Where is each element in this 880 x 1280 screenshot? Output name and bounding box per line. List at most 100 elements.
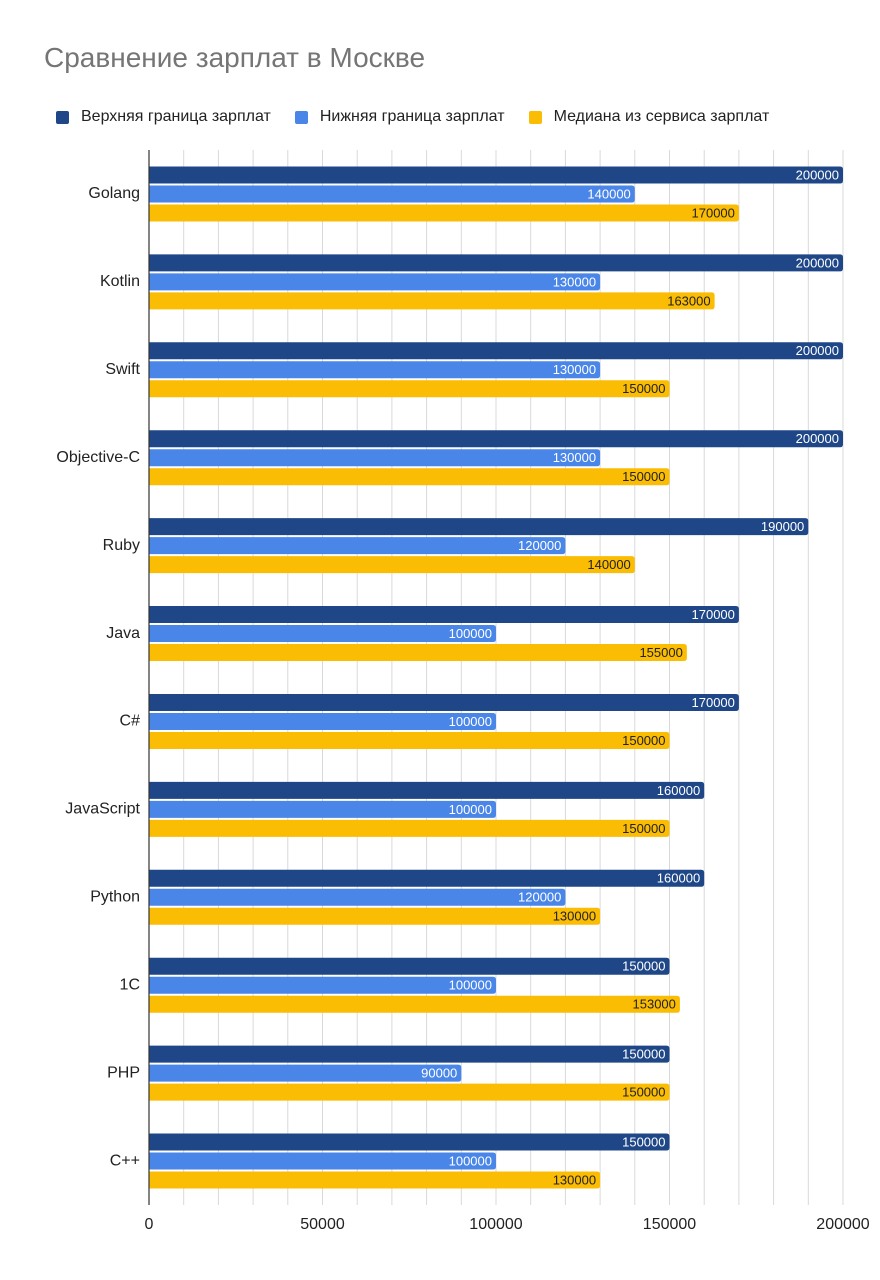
category-label: C# — [120, 713, 141, 730]
data-label: 150000 — [622, 1134, 665, 1149]
gridlines — [183, 150, 844, 1205]
data-label: 130000 — [553, 909, 596, 924]
data-label: 153000 — [633, 997, 676, 1012]
bar — [149, 907, 601, 925]
legend-label-median: Медиана из сервиса зарплат — [553, 108, 770, 125]
data-label: 190000 — [761, 519, 804, 534]
data-label: 150000 — [622, 381, 665, 396]
category-label: Swift — [105, 361, 140, 378]
data-label: 90000 — [421, 1066, 457, 1081]
bar — [149, 292, 715, 310]
data-label: 170000 — [692, 695, 735, 710]
category-label: Python — [90, 889, 140, 906]
category-label: Golang — [88, 185, 140, 202]
legend-label-upper: Верхняя граница зарплат — [81, 108, 271, 125]
data-label: 170000 — [692, 205, 735, 220]
bar — [149, 800, 496, 818]
bar — [149, 273, 601, 291]
bar — [149, 204, 739, 222]
bar-group-swift: Swift 200000 130000 150000 — [105, 342, 843, 398]
bar — [149, 361, 601, 379]
bar — [149, 185, 635, 203]
data-label: 130000 — [553, 362, 596, 377]
bar — [149, 166, 843, 184]
bar — [149, 957, 670, 975]
bar-group-java: Java 170000 100000 155000 — [106, 606, 739, 662]
bar-group-kotlin: Kotlin 200000 130000 163000 — [100, 254, 843, 310]
bar — [149, 976, 496, 994]
bar — [149, 1064, 462, 1082]
bar — [149, 342, 843, 360]
data-label: 150000 — [622, 821, 665, 836]
legend-item-upper[interactable]: Верхняя граница зарплат — [56, 108, 271, 126]
bar — [149, 1045, 670, 1063]
bar — [149, 819, 670, 837]
chart-legend: Верхняя граница зарплат Нижняя граница з… — [56, 106, 793, 128]
bar — [149, 254, 843, 272]
bar — [149, 537, 566, 555]
category-label: 1C — [120, 976, 140, 993]
bar — [149, 693, 739, 711]
legend-label-lower: Нижняя граница зарплат — [319, 108, 505, 125]
data-label: 100000 — [449, 1153, 492, 1168]
category-label: C++ — [110, 1152, 140, 1169]
bar — [149, 625, 496, 643]
bar-group-javascript: JavaScript 160000 100000 150000 — [65, 781, 705, 837]
data-label: 100000 — [449, 714, 492, 729]
bar — [149, 731, 670, 749]
data-label: 130000 — [553, 274, 596, 289]
data-label: 150000 — [622, 733, 665, 748]
bar-group-golang: Golang 200000 140000 170000 — [88, 166, 843, 222]
legend-swatch-median — [528, 110, 542, 124]
category-label: Kotlin — [100, 273, 140, 290]
chart-title: Сравнение зарплат в Москве — [44, 42, 426, 73]
data-label: 200000 — [796, 343, 839, 358]
data-label: 160000 — [657, 871, 700, 886]
bar — [149, 556, 635, 574]
bar — [149, 518, 809, 536]
data-label: 130000 — [553, 1172, 596, 1187]
bar — [149, 606, 739, 624]
category-label: Objective-C — [56, 449, 140, 466]
bar-group-1c: 1C 150000 100000 153000 — [120, 957, 680, 1013]
x-tick-label: 150000 — [643, 1216, 696, 1233]
x-tick-label: 0 — [145, 1216, 154, 1233]
bar-groups: Golang 200000 140000 170000 Kotlin 200000 1300… — [56, 166, 843, 1189]
bar — [149, 644, 687, 662]
data-label: 200000 — [796, 167, 839, 182]
bar — [149, 1152, 496, 1170]
bar-group-objective-c: Objective-C 200000 130000 150000 — [56, 430, 843, 486]
data-label: 200000 — [796, 431, 839, 446]
bar — [149, 430, 843, 448]
bar — [149, 888, 566, 906]
data-label: 140000 — [587, 186, 630, 201]
x-tick-label: 50000 — [300, 1216, 345, 1233]
bar — [149, 1133, 670, 1151]
bar — [149, 781, 705, 799]
data-label: 200000 — [796, 255, 839, 270]
data-label: 130000 — [553, 450, 596, 465]
data-label: 170000 — [692, 607, 735, 622]
bar — [149, 449, 601, 467]
legend-item-median[interactable]: Медиана из сервиса зарплат — [528, 108, 770, 126]
bar — [149, 712, 496, 730]
category-label: Java — [106, 625, 140, 642]
category-label: PHP — [107, 1064, 140, 1081]
bar — [149, 468, 670, 486]
legend-swatch-lower — [294, 110, 308, 124]
legend-item-lower[interactable]: Нижняя граница зарплат — [294, 108, 505, 126]
data-label: 150000 — [622, 1047, 665, 1062]
data-label: 150000 — [622, 959, 665, 974]
data-label: 150000 — [622, 469, 665, 484]
data-label: 160000 — [657, 783, 700, 798]
bar-group-c-: C# 170000 100000 150000 — [120, 693, 739, 749]
bar-group-c-: C++ 150000 100000 130000 — [110, 1133, 670, 1189]
x-axis-ticks: 0 50000 100000 150000 200000 — [145, 1216, 870, 1233]
bar — [149, 869, 705, 887]
x-tick-label: 100000 — [469, 1216, 522, 1233]
legend-swatch-upper — [56, 110, 69, 124]
data-label: 120000 — [518, 890, 561, 905]
data-label: 163000 — [667, 293, 710, 308]
bar — [149, 1171, 601, 1189]
category-label: Ruby — [103, 537, 140, 554]
